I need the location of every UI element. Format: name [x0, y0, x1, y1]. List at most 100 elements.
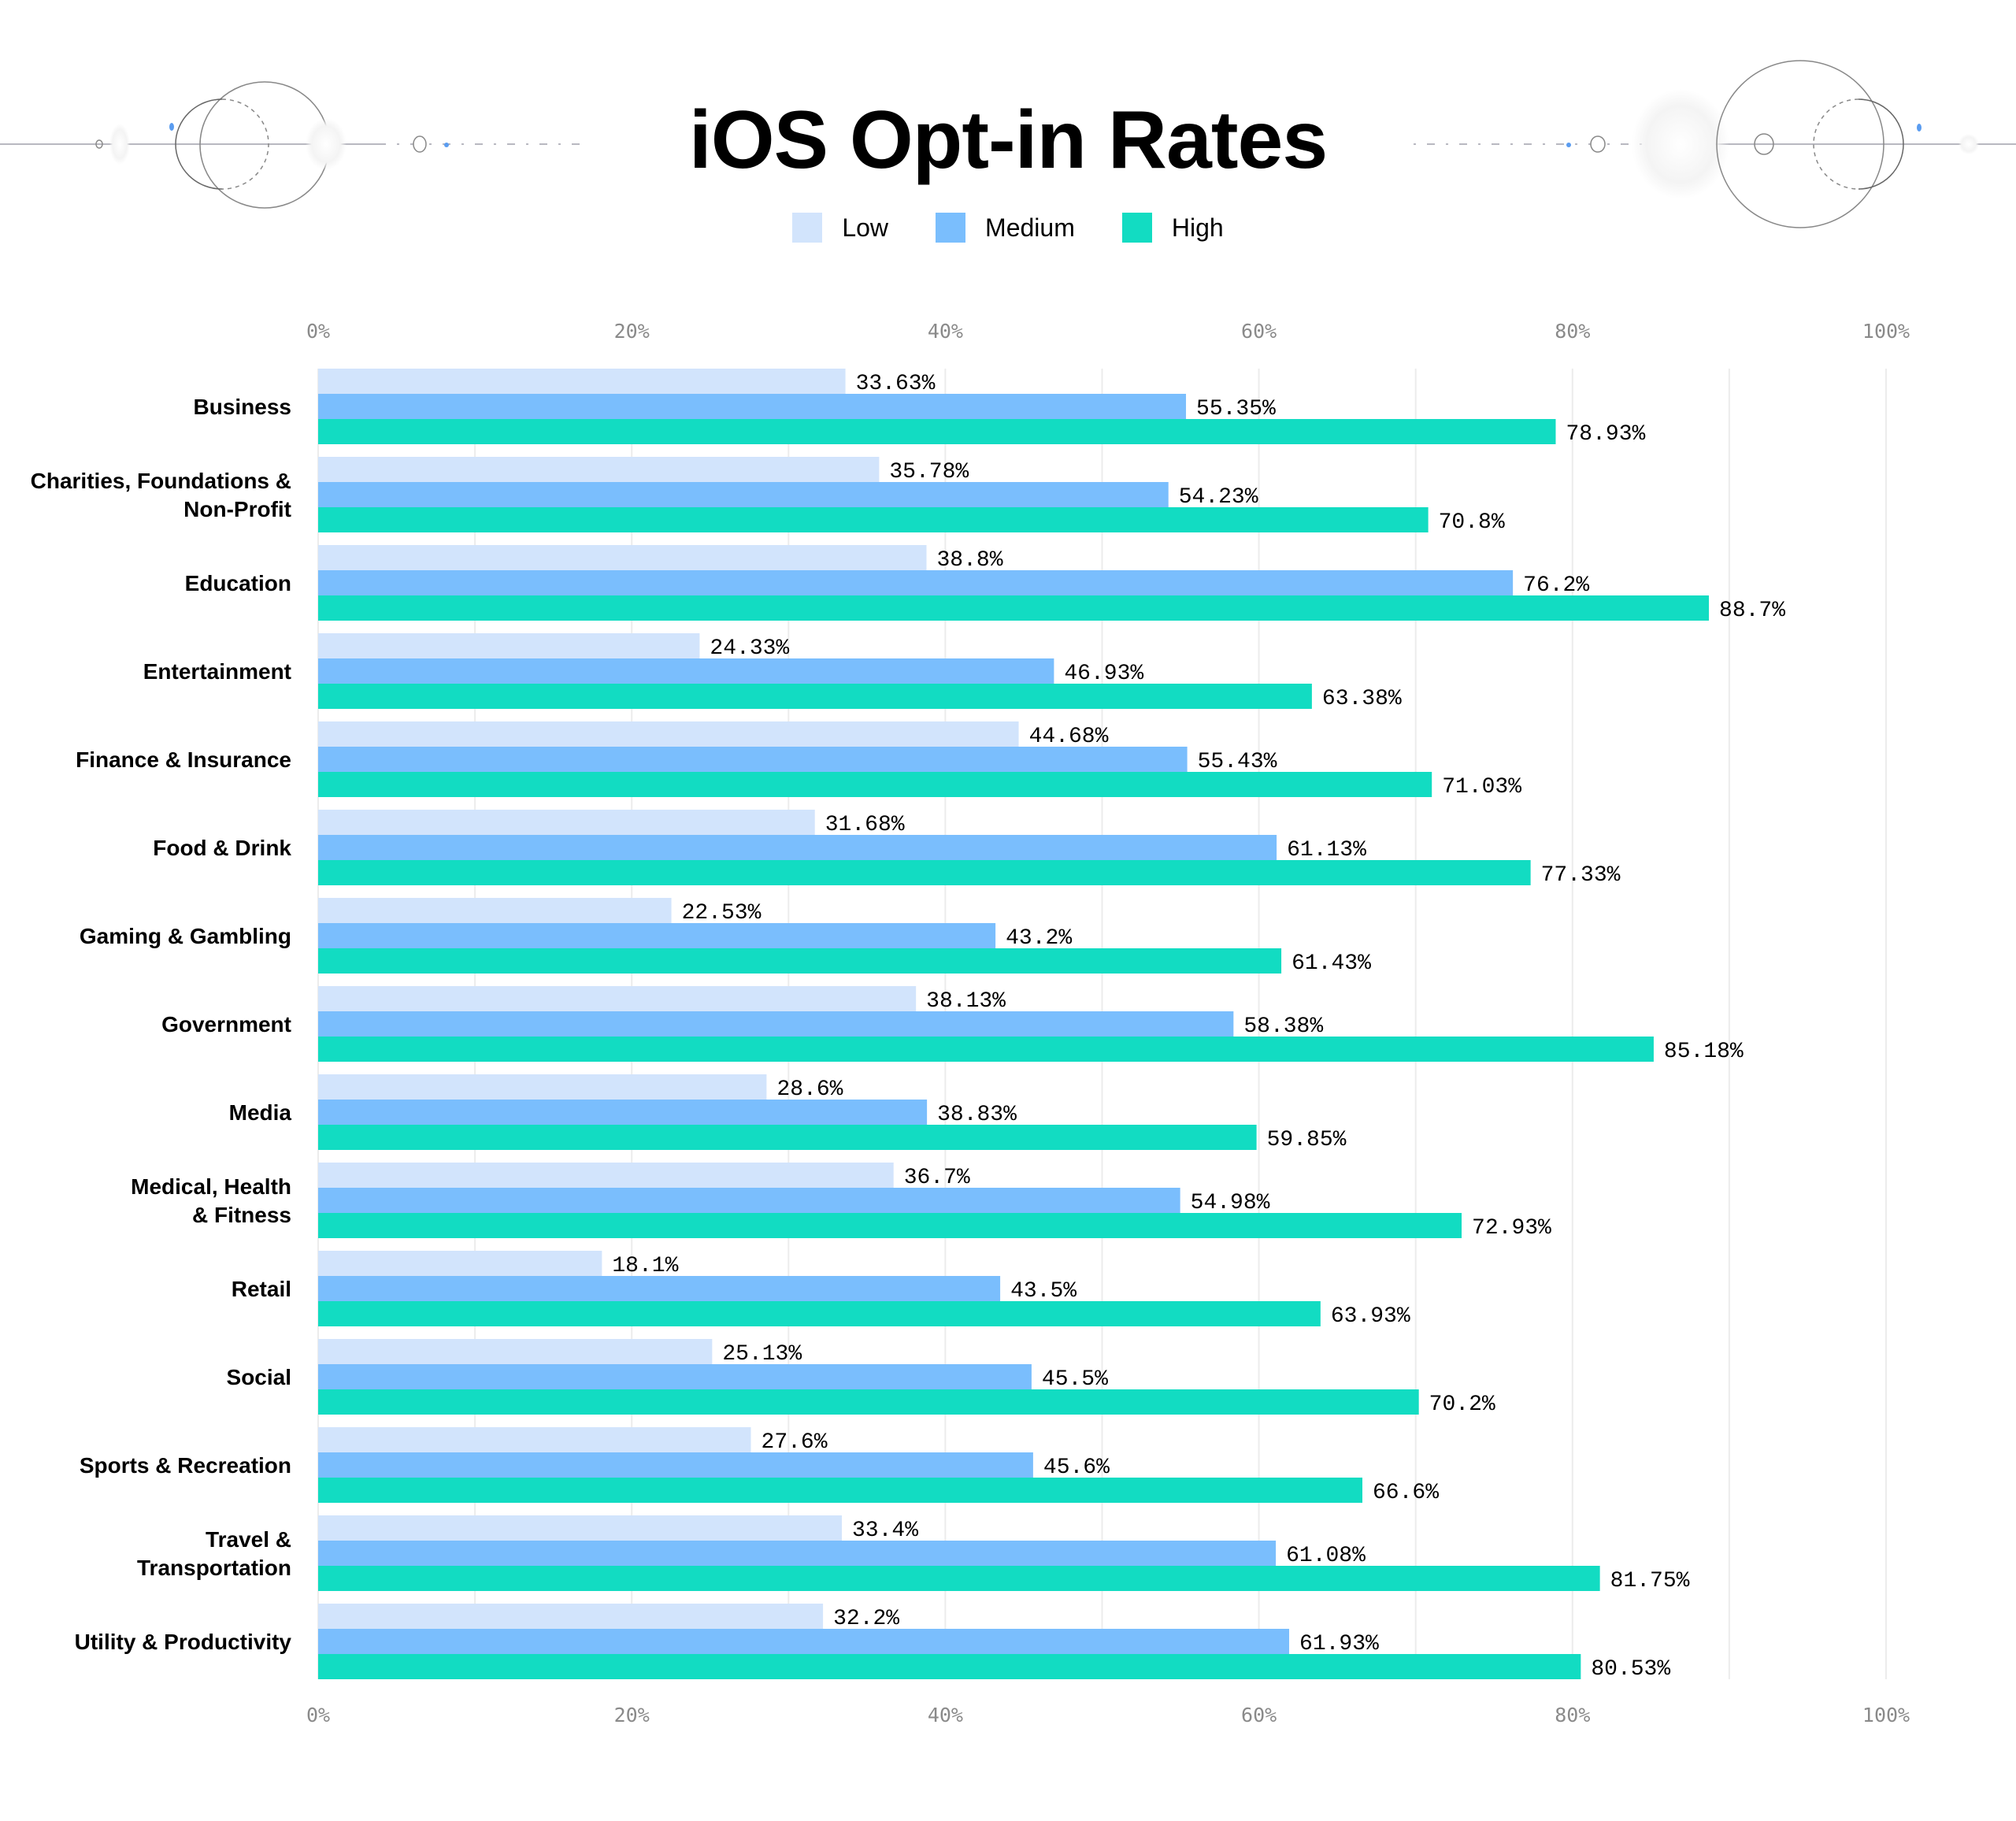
category-label: Charities, Foundations & Non-Profit	[31, 469, 291, 521]
bar-low	[318, 898, 672, 923]
value-label: 70.2%	[1429, 1393, 1495, 1417]
value-label: 45.6%	[1043, 1456, 1110, 1480]
bar-high	[318, 419, 1556, 444]
bar-medium	[318, 1100, 928, 1125]
value-label: 38.8%	[937, 548, 1003, 573]
category-label: Entertainment	[143, 659, 291, 684]
value-label: 71.03%	[1442, 775, 1521, 799]
bar-high	[318, 595, 1710, 621]
category-label-line: Social	[227, 1365, 291, 1389]
value-label: 66.6%	[1373, 1481, 1439, 1505]
bar-high	[318, 1037, 1654, 1062]
value-label: 18.1%	[612, 1254, 678, 1278]
x-axis-top: 0% 20% 40% 60% 80% 100%	[306, 320, 1910, 343]
value-label: 54.98%	[1191, 1191, 1270, 1215]
x-tick-label-bottom: 80%	[1555, 1704, 1590, 1726]
x-tick-label-bottom: 0%	[306, 1704, 330, 1726]
legend-item-high: High	[1121, 213, 1224, 243]
bar-low	[318, 1427, 751, 1452]
bar-medium	[318, 1629, 1290, 1654]
value-label: 35.78%	[889, 460, 969, 484]
bar-low	[318, 721, 1019, 747]
value-label: 22.53%	[682, 901, 762, 925]
bar-low	[318, 1163, 894, 1188]
bar-medium	[318, 1541, 1277, 1566]
category-label-line: Government	[161, 1012, 291, 1037]
bar-medium	[318, 1276, 1001, 1301]
bar-high	[318, 1478, 1363, 1503]
x-tick-label-bottom: 40%	[928, 1704, 963, 1726]
value-label: 24.33%	[710, 636, 789, 661]
bar-low	[318, 1515, 842, 1541]
category-label-line: Transportation	[137, 1556, 291, 1580]
value-label: 70.8%	[1439, 510, 1505, 535]
bar-medium	[318, 923, 996, 948]
category-label: Utility & Productivity	[75, 1630, 292, 1654]
category-label: Gaming & Gambling	[80, 924, 291, 948]
x-tick-label-top: 0%	[306, 320, 330, 343]
left-orbit-icon	[0, 81, 583, 209]
header-decoration	[0, 60, 2016, 228]
value-label: 45.5%	[1042, 1367, 1108, 1392]
bar-medium	[318, 394, 1187, 419]
bar-high	[318, 1213, 1462, 1238]
value-label: 54.23%	[1179, 485, 1258, 510]
value-label: 28.6%	[776, 1077, 843, 1102]
bar-medium	[318, 1011, 1234, 1037]
bar-low	[318, 1074, 767, 1100]
legend-label-low: Low	[842, 213, 889, 242]
bar-low	[318, 986, 917, 1011]
value-label: 25.13%	[722, 1342, 802, 1367]
value-label: 78.93%	[1566, 422, 1645, 447]
value-label: 43.2%	[1006, 926, 1072, 951]
bar-medium	[318, 1364, 1032, 1389]
bar-medium	[318, 1452, 1033, 1478]
bar-high	[318, 772, 1432, 797]
legend-label-high: High	[1171, 213, 1224, 242]
category-label: Food & Drink	[153, 836, 291, 860]
value-label: 81.75%	[1610, 1569, 1690, 1593]
value-label: 61.93%	[1299, 1632, 1379, 1656]
x-tick-label-top: 20%	[614, 320, 650, 343]
bar-high	[318, 507, 1429, 532]
bar-low	[318, 633, 700, 658]
category-label-line: Gaming & Gambling	[80, 924, 291, 948]
chart-title: iOS Opt-in Rates	[688, 95, 1328, 186]
category-label: Government	[161, 1012, 291, 1037]
value-label: 36.7%	[904, 1166, 970, 1190]
x-axis-bottom: 0% 20% 40% 60% 80% 100%	[306, 1704, 1910, 1726]
value-label: 61.13%	[1287, 838, 1366, 862]
value-label: 61.08%	[1286, 1544, 1366, 1568]
category-label: Retail	[232, 1277, 291, 1301]
value-label: 80.53%	[1591, 1657, 1670, 1682]
value-label: 33.63%	[856, 372, 936, 396]
value-label: 38.13%	[926, 989, 1006, 1014]
category-label-line: & Fitness	[192, 1203, 291, 1227]
bar-low	[318, 369, 846, 394]
bar-low	[318, 545, 927, 570]
value-label: 63.38%	[1322, 687, 1402, 711]
category-label: Finance & Insurance	[76, 747, 291, 772]
value-label: 44.68%	[1029, 725, 1109, 749]
bar-medium	[318, 570, 1514, 595]
category-label-line: Charities, Foundations &	[31, 469, 291, 493]
value-label: 61.43%	[1292, 951, 1371, 976]
bar-high	[318, 948, 1282, 974]
value-label: 88.7%	[1719, 599, 1785, 623]
value-label: 77.33%	[1541, 863, 1621, 888]
value-label: 55.43%	[1198, 750, 1277, 774]
bars	[318, 369, 1710, 1679]
category-label: Travel & Transportation	[137, 1527, 291, 1580]
x-tick-label-top: 60%	[1241, 320, 1277, 343]
category-label-line: Medical, Health	[131, 1174, 291, 1199]
value-label: 33.4%	[852, 1519, 918, 1543]
bar-low	[318, 1251, 602, 1276]
legend-swatch-medium	[936, 213, 966, 243]
bar-medium	[318, 658, 1054, 684]
bar-high	[318, 684, 1312, 709]
value-label: 46.93%	[1064, 662, 1143, 686]
legend-swatch-low	[792, 213, 823, 243]
category-label-line: Education	[185, 571, 291, 595]
x-tick-label-bottom: 20%	[614, 1704, 650, 1726]
